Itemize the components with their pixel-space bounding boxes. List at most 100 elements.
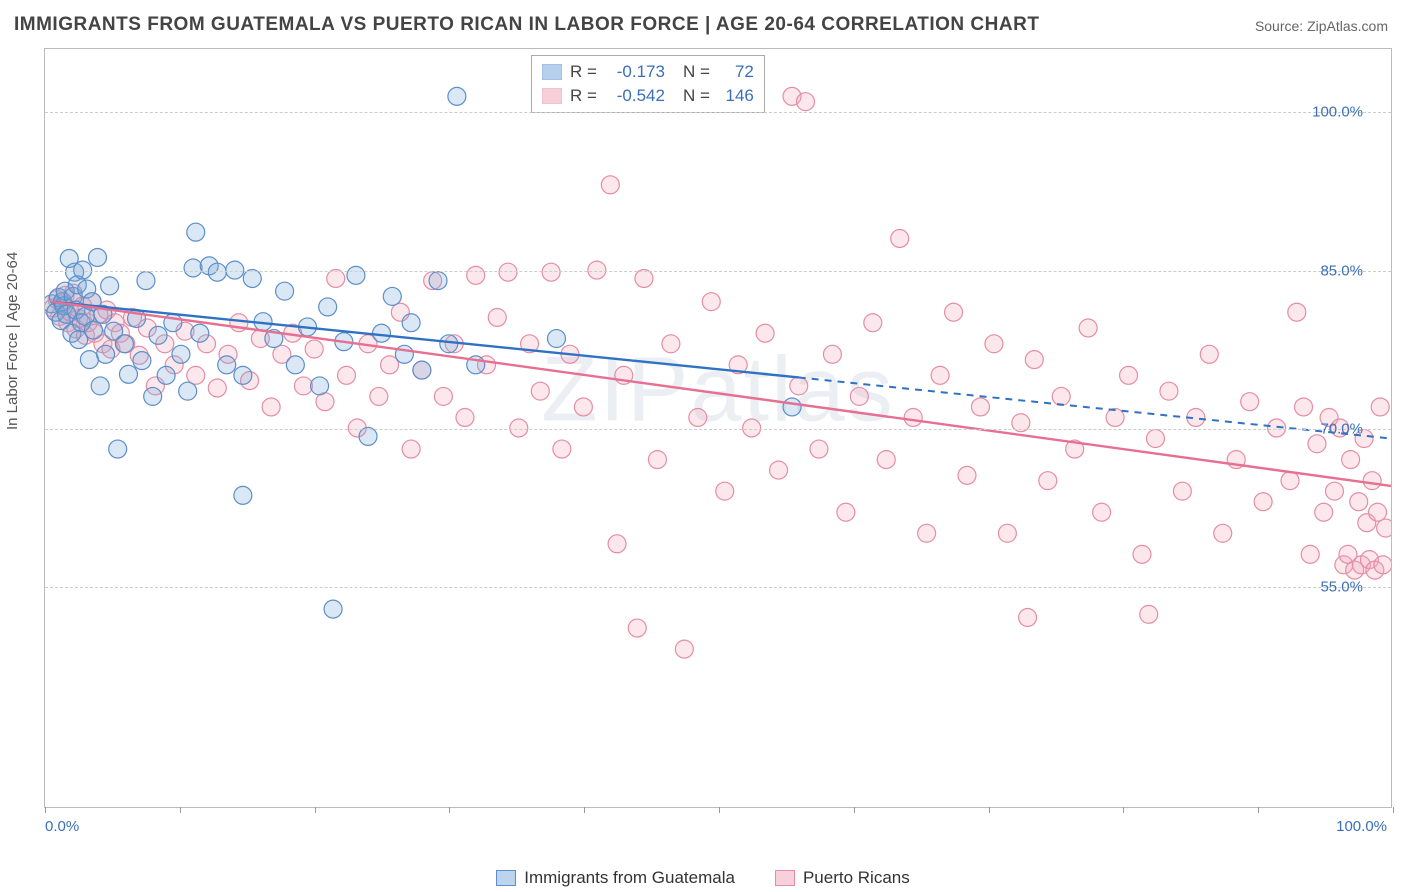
- data-point: [1360, 551, 1378, 569]
- legend-swatch: [775, 870, 795, 886]
- data-point: [628, 619, 646, 637]
- x-tick: [1123, 807, 1124, 813]
- x-tick: [1258, 807, 1259, 813]
- source-prefix: Source:: [1255, 18, 1307, 34]
- legend-r-value: -0.542: [605, 86, 665, 106]
- legend-swatch: [496, 870, 516, 886]
- data-point: [67, 320, 85, 338]
- x-tick-label: 0.0%: [45, 818, 79, 835]
- data-point: [918, 524, 936, 542]
- data-point: [445, 335, 463, 353]
- data-point: [54, 293, 72, 311]
- data-point: [601, 176, 619, 194]
- data-point: [51, 307, 69, 325]
- data-point: [187, 366, 205, 384]
- data-point: [172, 345, 190, 363]
- x-tick: [584, 807, 585, 813]
- data-point: [64, 287, 82, 305]
- data-point: [790, 377, 808, 395]
- data-point: [359, 335, 377, 353]
- data-point: [931, 366, 949, 384]
- data-point: [234, 366, 252, 384]
- legend-label: Puerto Ricans: [803, 868, 910, 888]
- data-point: [608, 535, 626, 553]
- gridline: [45, 587, 1391, 588]
- data-point: [218, 356, 236, 374]
- data-point: [877, 451, 895, 469]
- trend-line: [52, 302, 1391, 486]
- data-point: [1268, 419, 1286, 437]
- data-point: [1079, 319, 1097, 337]
- data-point: [157, 366, 175, 384]
- data-point: [45, 299, 62, 317]
- data-point: [83, 293, 101, 311]
- data-point: [97, 345, 115, 363]
- data-point: [187, 223, 205, 241]
- data-point: [1371, 398, 1389, 416]
- data-point: [335, 333, 353, 351]
- data-point: [1308, 435, 1326, 453]
- data-point: [76, 326, 94, 344]
- data-point: [165, 356, 183, 374]
- data-point: [402, 440, 420, 458]
- legend-row: R =-0.173N =72: [542, 60, 754, 84]
- data-point: [327, 270, 345, 288]
- series-legend: Immigrants from GuatemalaPuerto Ricans: [0, 868, 1406, 888]
- data-point: [381, 356, 399, 374]
- data-point: [1106, 408, 1124, 426]
- data-point: [574, 398, 592, 416]
- data-point: [230, 314, 248, 332]
- data-point: [98, 301, 116, 319]
- data-point: [265, 330, 283, 348]
- data-point: [78, 280, 96, 298]
- x-tick: [1393, 807, 1394, 813]
- legend-n-value: 146: [718, 86, 754, 106]
- data-point: [1093, 503, 1111, 521]
- data-point: [1120, 366, 1138, 384]
- data-point: [413, 361, 431, 379]
- data-point: [79, 314, 97, 332]
- plot-area: ZIPatlas R =-0.173N =72R =-0.542N =146 5…: [44, 48, 1392, 808]
- data-point: [456, 408, 474, 426]
- legend-r-label: R =: [570, 62, 597, 82]
- data-point: [348, 419, 366, 437]
- legend-r-value: -0.173: [605, 62, 665, 82]
- data-point: [1352, 556, 1370, 574]
- data-point: [156, 335, 174, 353]
- data-point: [850, 387, 868, 405]
- data-point: [64, 284, 82, 302]
- data-point: [200, 257, 218, 275]
- data-point: [1325, 482, 1343, 500]
- data-point: [1342, 451, 1360, 469]
- data-point: [1346, 561, 1364, 579]
- data-point: [1066, 440, 1084, 458]
- data-point: [234, 486, 252, 504]
- data-point: [149, 326, 167, 344]
- data-point: [338, 366, 356, 384]
- data-point: [756, 324, 774, 342]
- data-point: [63, 324, 81, 342]
- data-point: [208, 379, 226, 397]
- data-point: [1133, 545, 1151, 563]
- data-point: [60, 250, 78, 268]
- x-tick: [315, 807, 316, 813]
- data-point: [70, 331, 88, 349]
- data-point: [1363, 472, 1381, 490]
- data-point: [434, 387, 452, 405]
- data-point: [1301, 545, 1319, 563]
- data-point: [1146, 430, 1164, 448]
- data-point: [958, 466, 976, 484]
- data-point: [89, 248, 107, 266]
- data-point: [1160, 382, 1178, 400]
- data-point: [273, 345, 291, 363]
- data-point: [70, 310, 88, 328]
- data-point: [276, 282, 294, 300]
- source-link[interactable]: ZipAtlas.com: [1307, 18, 1388, 34]
- data-point: [284, 324, 302, 342]
- data-point: [359, 427, 377, 445]
- data-point: [383, 287, 401, 305]
- data-point: [1281, 472, 1299, 490]
- data-point: [311, 377, 329, 395]
- data-point: [985, 335, 1003, 353]
- data-point: [689, 408, 707, 426]
